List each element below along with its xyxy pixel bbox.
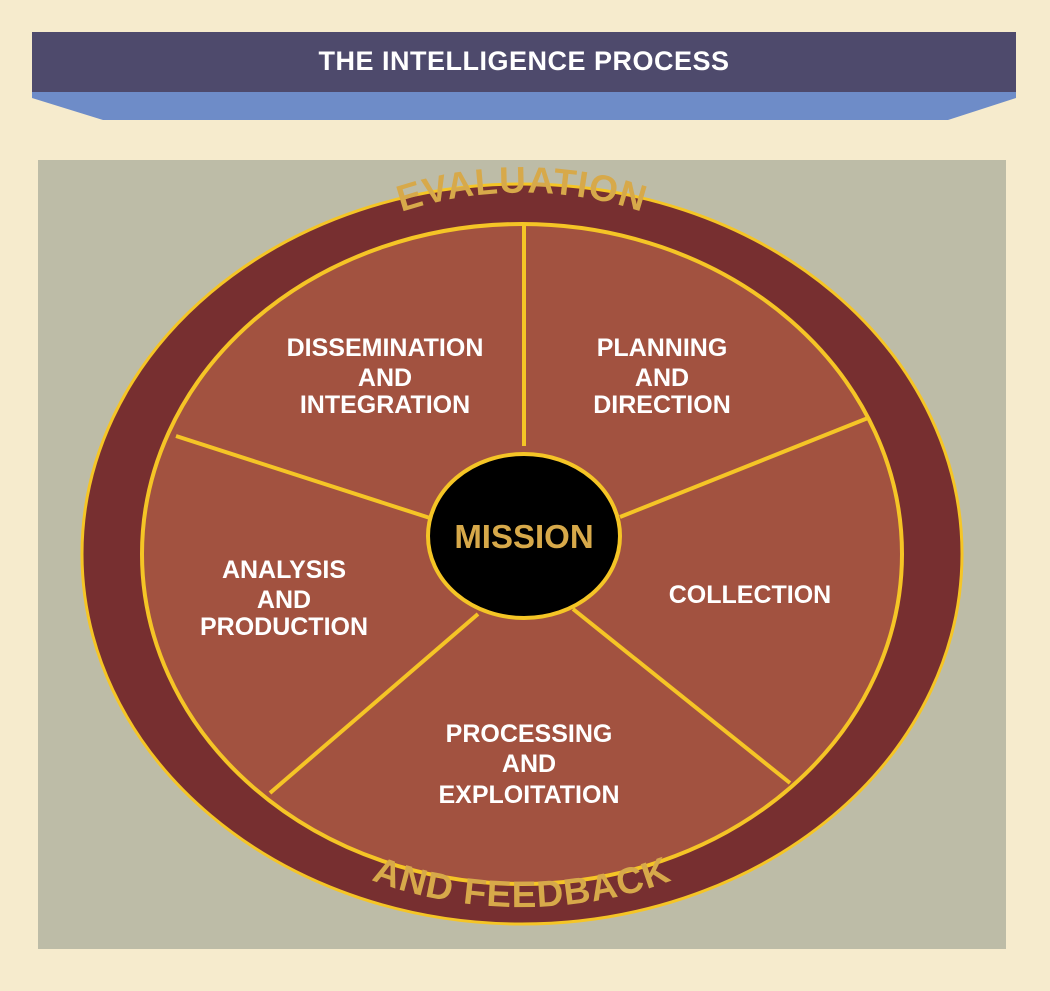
page-title: THE INTELLIGENCE PROCESS bbox=[318, 46, 730, 76]
segment-label-line: AND bbox=[257, 586, 311, 614]
segment-label-line: AND bbox=[502, 750, 556, 778]
divider-left bbox=[175, 434, 431, 520]
banner-lower-band bbox=[32, 92, 1016, 120]
segment-analysis: ANALYSIS AND PRODUCTION bbox=[200, 556, 368, 641]
segment-label-line: DIRECTION bbox=[593, 391, 731, 419]
divider-lower-left bbox=[268, 612, 480, 795]
segment-label-line: ANALYSIS bbox=[222, 556, 346, 584]
segment-processing: PROCESSING AND EXPLOITATION bbox=[438, 720, 619, 809]
segment-label-line: AND bbox=[635, 364, 689, 392]
mission-circle bbox=[426, 452, 622, 620]
title-banner bbox=[32, 32, 1016, 120]
segment-label-line: COLLECTION bbox=[669, 581, 832, 609]
mission-label: MISSION bbox=[454, 518, 593, 555]
divider-lower-right bbox=[571, 607, 792, 785]
segment-label-line: PRODUCTION bbox=[200, 613, 368, 641]
segment-dissemination: DISSEMINATION AND INTEGRATION bbox=[287, 334, 484, 419]
segment-label-line: DISSEMINATION bbox=[287, 334, 484, 362]
segment-collection: COLLECTION bbox=[669, 581, 832, 609]
segment-label-line: PROCESSING bbox=[446, 720, 613, 748]
segment-label-line: PLANNING bbox=[597, 334, 728, 362]
segment-label-line: EXPLOITATION bbox=[438, 781, 619, 809]
divider-right bbox=[619, 416, 869, 519]
banner-upper-band bbox=[32, 32, 1016, 92]
segment-label-line: AND bbox=[358, 364, 412, 392]
segment-label-line: INTEGRATION bbox=[300, 391, 470, 419]
segment-planning: PLANNING AND DIRECTION bbox=[593, 334, 731, 419]
intelligence-cycle-wheel: MISSION EVALUATION AND FEEDBACK DISSEMIN… bbox=[80, 160, 964, 926]
diagram-panel: MISSION EVALUATION AND FEEDBACK DISSEMIN… bbox=[38, 160, 1006, 949]
